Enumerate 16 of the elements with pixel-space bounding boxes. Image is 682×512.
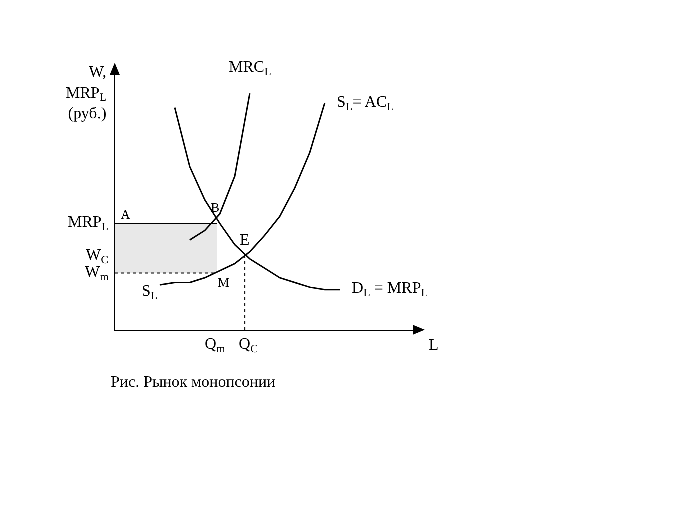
series-label: S$_{L}$= AC$_{L}$ (337, 94, 394, 114)
text: W$_{C}$ (86, 247, 109, 266)
annotation: M (218, 275, 230, 290)
text: Q$_{C}$ (239, 336, 258, 356)
series-label: MRC$_{L}$ (229, 59, 272, 78)
text: Q$_{m}$ (205, 336, 226, 356)
series-label: D$_{L}$ = MRP$_{L}$ (352, 280, 428, 300)
ref-line-label: W$_{m}$ (85, 264, 110, 284)
text: Рис. Рынок монопсонии (111, 374, 276, 391)
annotation: A (121, 207, 131, 222)
annotation: B (211, 200, 220, 215)
ref-line-label: MRP$_{L}$ (68, 214, 109, 234)
annotation: S$_{L}$ (142, 283, 158, 302)
annotation: E (240, 232, 250, 249)
x-axis-title: L (429, 337, 439, 354)
y-axis-title: W, MRP$_{L}$ (руб.) (66, 64, 107, 123)
